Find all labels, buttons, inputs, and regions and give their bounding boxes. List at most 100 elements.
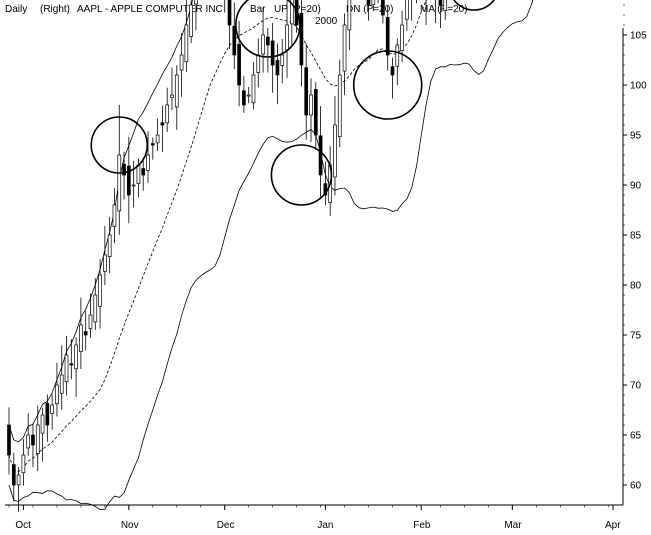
highlight-circle	[270, 144, 333, 206]
candle	[390, 57, 395, 99]
candle	[443, 0, 448, 20]
candles	[7, 0, 448, 512]
candle	[304, 43, 309, 140]
candle-body	[127, 165, 131, 196]
candle-body	[165, 104, 170, 124]
candle-body	[342, 24, 347, 72]
candle	[11, 452, 16, 502]
candle-body	[242, 90, 246, 106]
candle	[83, 311, 88, 351]
candle	[26, 413, 31, 456]
candle-body	[103, 254, 107, 272]
candle	[59, 345, 64, 410]
candle-body	[179, 54, 184, 71]
candle	[7, 407, 11, 475]
candle-body	[299, 12, 304, 66]
candle-body	[381, 0, 385, 16]
candle-body	[405, 0, 409, 20]
candle	[395, 38, 400, 86]
candle	[16, 467, 21, 512]
candle-body	[117, 154, 122, 212]
y-tick-label: 105	[630, 31, 647, 42]
candle-body	[160, 122, 165, 126]
candle-body	[184, 24, 189, 63]
highlight-circle	[452, 0, 495, 11]
y-tick-label: 65	[630, 431, 642, 442]
candle	[127, 136, 131, 224]
candle	[309, 78, 313, 143]
lower-band-line	[8, 0, 534, 511]
period-label: Daily	[5, 4, 28, 15]
candle	[146, 131, 150, 183]
candle	[385, 6, 390, 71]
candle	[251, 61, 256, 110]
candle-body	[309, 94, 313, 116]
candle-body	[289, 0, 294, 25]
candle	[299, 0, 304, 87]
lower-band-label: DN (P=20)	[346, 4, 394, 15]
candle	[21, 439, 26, 486]
candle-body	[371, 0, 376, 6]
candle-body	[237, 43, 241, 86]
candle-body	[256, 54, 261, 73]
upper-band-line	[8, 0, 193, 443]
candle-body	[347, 0, 352, 31]
candle	[313, 82, 318, 150]
x-tick-label: Jan	[317, 520, 333, 531]
candle	[285, 0, 289, 78]
candle	[189, 0, 193, 44]
x-tick-label: Apr	[605, 520, 621, 531]
candle	[438, 0, 443, 28]
candle-body	[266, 36, 270, 46]
moving-average-line	[8, 0, 428, 473]
x-tick-label: Feb	[413, 520, 431, 531]
year-label: 2000	[315, 16, 338, 27]
candle-body	[45, 402, 50, 426]
candle-body	[438, 0, 443, 6]
candle	[256, 38, 261, 88]
candle	[55, 362, 59, 417]
candle-body	[59, 374, 64, 394]
candle	[88, 293, 93, 338]
candle-body	[323, 183, 328, 196]
candle-body	[83, 331, 88, 336]
candle	[227, 0, 232, 50]
candle	[435, 0, 437, 24]
candle	[160, 105, 165, 152]
candle	[270, 22, 275, 93]
candle	[337, 59, 342, 148]
candle-body	[50, 404, 54, 414]
y-tick-label: 95	[630, 131, 642, 142]
candle-body	[131, 184, 136, 187]
candle-body	[337, 74, 342, 137]
candle-body	[313, 89, 318, 136]
candle-body	[189, 4, 193, 37]
candle	[184, 0, 189, 72]
candle	[275, 43, 280, 105]
candle	[246, 87, 251, 104]
x-tick-label: Oct	[15, 520, 31, 531]
candle	[266, 28, 270, 73]
axes: 6065707580859095100105110115120125130135…	[5, 4, 647, 531]
candle	[31, 423, 35, 468]
candle	[179, 33, 184, 97]
candle-body	[400, 24, 404, 51]
candle-body	[112, 204, 117, 227]
moving-avg-label: MA (P=20)	[420, 4, 468, 15]
candle	[122, 151, 126, 200]
candle-body	[232, 25, 237, 56]
candle	[194, 0, 198, 31]
y-tick-label: 100	[630, 81, 647, 92]
candle	[93, 278, 98, 331]
candle-body	[280, 54, 285, 66]
candle	[155, 118, 160, 152]
candle	[405, 0, 409, 31]
candle-body	[136, 164, 141, 184]
candle-body	[390, 66, 395, 76]
candle	[69, 339, 74, 380]
y-tick-label: 85	[630, 231, 642, 242]
scale-label: (Right)	[40, 4, 71, 15]
candle-body	[366, 0, 371, 6]
candle	[323, 161, 328, 206]
candle	[289, 0, 294, 46]
